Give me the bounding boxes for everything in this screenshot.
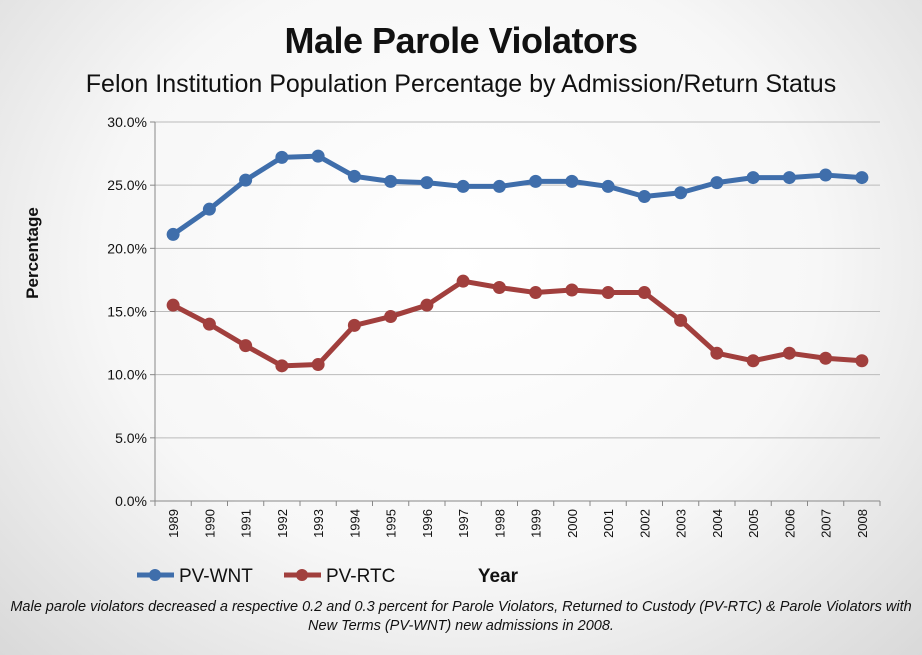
x-tick-label: 2007 — [819, 509, 834, 538]
x-tick-label: 1993 — [311, 509, 326, 538]
data-point — [782, 346, 796, 360]
x-tick-label: 1990 — [202, 509, 217, 538]
x-tick-label: 2001 — [601, 509, 616, 538]
x-tick-label: 2008 — [855, 509, 870, 538]
legend-label: PV-RTC — [326, 566, 395, 587]
data-point — [710, 346, 724, 360]
y-axis-title: Percentage — [23, 207, 42, 299]
x-tick-label: 1992 — [275, 509, 290, 538]
x-tick-label: 1991 — [239, 509, 254, 538]
x-tick-label: 2003 — [674, 509, 689, 538]
data-point — [166, 298, 180, 312]
x-tick-label: 1989 — [166, 509, 181, 538]
data-point — [311, 358, 325, 372]
data-point — [855, 171, 869, 185]
data-point — [275, 150, 289, 164]
legend-marker — [296, 569, 308, 581]
legend-label: PV-WNT — [179, 566, 253, 587]
series-line-pv-rtc — [171, 278, 863, 369]
data-point — [202, 317, 216, 331]
data-point — [637, 190, 651, 204]
data-point — [819, 168, 833, 182]
data-point — [384, 174, 398, 188]
x-tick-label: 1997 — [456, 509, 471, 538]
data-point — [637, 286, 651, 300]
data-point — [347, 169, 361, 183]
data-point — [565, 174, 579, 188]
data-point — [420, 176, 434, 190]
data-point — [710, 176, 724, 190]
data-point — [456, 179, 470, 193]
data-point — [782, 171, 796, 185]
data-point — [166, 227, 180, 241]
y-tick-label: 20.0% — [107, 240, 147, 256]
data-point — [239, 173, 253, 187]
data-point — [420, 298, 434, 312]
chart-title: Male Parole Violators — [284, 20, 638, 61]
data-point — [275, 359, 289, 373]
x-tick-label: 2006 — [782, 509, 797, 538]
y-tick-label: 30.0% — [107, 114, 147, 130]
data-point — [601, 286, 615, 300]
data-point — [529, 174, 543, 188]
data-point — [456, 274, 470, 288]
chart-caption: Male parole violators decreased a respec… — [10, 599, 912, 634]
y-tick-label: 5.0% — [115, 430, 147, 446]
y-tick-label: 10.0% — [107, 367, 147, 383]
legend-marker — [149, 569, 161, 581]
data-point — [492, 179, 506, 193]
data-point — [674, 186, 688, 200]
series-line-pv-wnt — [171, 153, 863, 237]
data-point — [202, 202, 216, 216]
x-tick-label: 2004 — [710, 509, 725, 538]
x-tick-label: 2000 — [565, 509, 580, 538]
data-point — [529, 286, 543, 300]
y-tick-label: 15.0% — [107, 304, 147, 320]
x-axis-title: Year — [478, 566, 519, 587]
data-point — [819, 351, 833, 365]
x-tick-label: 1999 — [529, 509, 544, 538]
x-tick-label: 1998 — [492, 509, 507, 538]
x-tick-label: 1996 — [420, 509, 435, 538]
data-point — [746, 354, 760, 368]
x-tick-label: 2002 — [637, 509, 652, 538]
data-point — [746, 171, 760, 185]
chart-subtitle: Felon Institution Population Percentage … — [85, 70, 837, 98]
data-point — [565, 283, 579, 297]
data-point — [239, 339, 253, 353]
data-point — [601, 179, 615, 193]
x-tick-label: 2005 — [746, 509, 761, 538]
data-point — [674, 313, 688, 327]
data-point — [384, 310, 398, 324]
x-tick-label: 1994 — [347, 509, 362, 538]
y-tick-label: 25.0% — [107, 177, 147, 193]
data-point — [311, 149, 325, 163]
data-point — [855, 354, 869, 368]
x-tick-label: 1995 — [384, 509, 399, 538]
y-tick-label: 0.0% — [115, 493, 147, 509]
data-point — [492, 280, 506, 294]
data-point — [347, 318, 361, 332]
